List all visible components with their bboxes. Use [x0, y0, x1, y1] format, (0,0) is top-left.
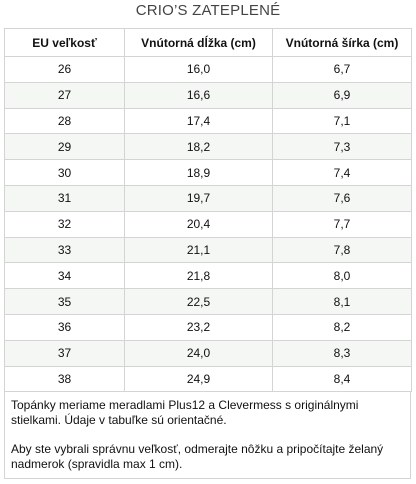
table-row: 28 17,4 7,1 — [4, 107, 412, 135]
table-cell: 18,9 — [124, 159, 273, 186]
table-row: 38 24,9 8,4 — [4, 365, 412, 393]
table-cell: 29 — [4, 133, 125, 161]
table-cell: 28 — [4, 107, 125, 135]
table-row: 34 21,8 8,0 — [4, 262, 412, 290]
table-cell: 22,5 — [124, 288, 273, 315]
table-row: 33 21,1 7,8 — [4, 236, 412, 264]
table-cell: 7,1 — [272, 107, 412, 135]
table-cell: 38 — [4, 365, 125, 393]
table-body: 26 16,0 6,7 27 16,6 6,9 28 17,4 7,1 29 18,2 7,3 30 18… — [4, 56, 412, 393]
table-cell: 33 — [4, 236, 125, 264]
table-cell: 6,9 — [272, 81, 412, 109]
table-cell: 30 — [4, 159, 125, 186]
table-cell: 36 — [4, 313, 125, 341]
table-cell: 7,8 — [272, 236, 412, 264]
table-cell: 32 — [4, 210, 125, 238]
table-cell: 34 — [4, 262, 125, 290]
table-cell: 6,7 — [272, 56, 412, 83]
table-row: 37 24,0 8,3 — [4, 339, 412, 367]
note: Topánky meriame meradlami Plus12 a Cleve… — [4, 392, 411, 480]
table-row: 32 20,4 7,7 — [4, 210, 412, 238]
table-cell: 24,9 — [124, 365, 273, 393]
table-cell: 19,7 — [124, 184, 273, 212]
table-row: 29 18,2 7,3 — [4, 133, 412, 161]
table-row: 31 19,7 7,6 — [4, 184, 412, 212]
table-cell: 23,2 — [124, 313, 273, 341]
header-cell: Vnútorná dĺžka (cm) — [124, 28, 273, 57]
table-row: 27 16,6 6,9 — [4, 81, 412, 109]
note-paragraph: Topánky meriame meradlami Plus12 a Cleve… — [11, 398, 359, 428]
table-cell: 8,2 — [272, 313, 412, 341]
table-cell: 17,4 — [124, 107, 273, 135]
table-cell: 7,4 — [272, 159, 412, 186]
table-cell: 7,6 — [272, 184, 412, 212]
table-row: 26 16,0 6,7 — [4, 56, 412, 83]
table-cell: 26 — [4, 56, 125, 83]
table-cell: 20,4 — [124, 210, 273, 238]
title: CRIO’S ZATEPLENÉ — [135, 2, 281, 19]
table-cell: 35 — [4, 288, 125, 315]
table-cell: 31 — [4, 184, 125, 212]
table-cell: 37 — [4, 339, 125, 367]
table-cell: 27 — [4, 81, 125, 109]
table-cell: 7,7 — [272, 210, 412, 238]
table-cell: 16,0 — [124, 56, 273, 83]
table-cell: 8,3 — [272, 339, 412, 367]
table-row: 30 18,9 7,4 — [4, 159, 412, 186]
table-cell: 7,3 — [272, 133, 412, 161]
table-cell: 8,1 — [272, 288, 412, 315]
header-cell: Vnútorná šírka (cm) — [272, 28, 412, 57]
table-cell: 18,2 — [124, 133, 273, 161]
table-cell: 21,1 — [124, 236, 273, 264]
table-cell: 16,6 — [124, 81, 273, 109]
table-cell: 8,0 — [272, 262, 412, 290]
table-cell: 8,4 — [272, 365, 412, 393]
header-cell: EU veľkosť — [4, 28, 125, 57]
table-row: 36 23,2 8,2 — [4, 313, 412, 341]
table-cell: 24,0 — [124, 339, 273, 367]
header-row: EU veľkosť Vnútorná dĺžka (cm) Vnútorná ší… — [4, 28, 412, 57]
note-paragraph: Aby ste vybrali správnu veľkosť, odmeraj… — [11, 442, 384, 472]
table-row: 35 22,5 8,1 — [4, 288, 412, 315]
size-table: EU veľkosť Vnútorná dĺžka (cm) Vnútorná ší… — [4, 28, 412, 393]
size-table-container: EU veľkosť Vnútorná dĺžka (cm) Vnútorná ší… — [4, 28, 412, 480]
table-cell: 21,8 — [124, 262, 273, 290]
